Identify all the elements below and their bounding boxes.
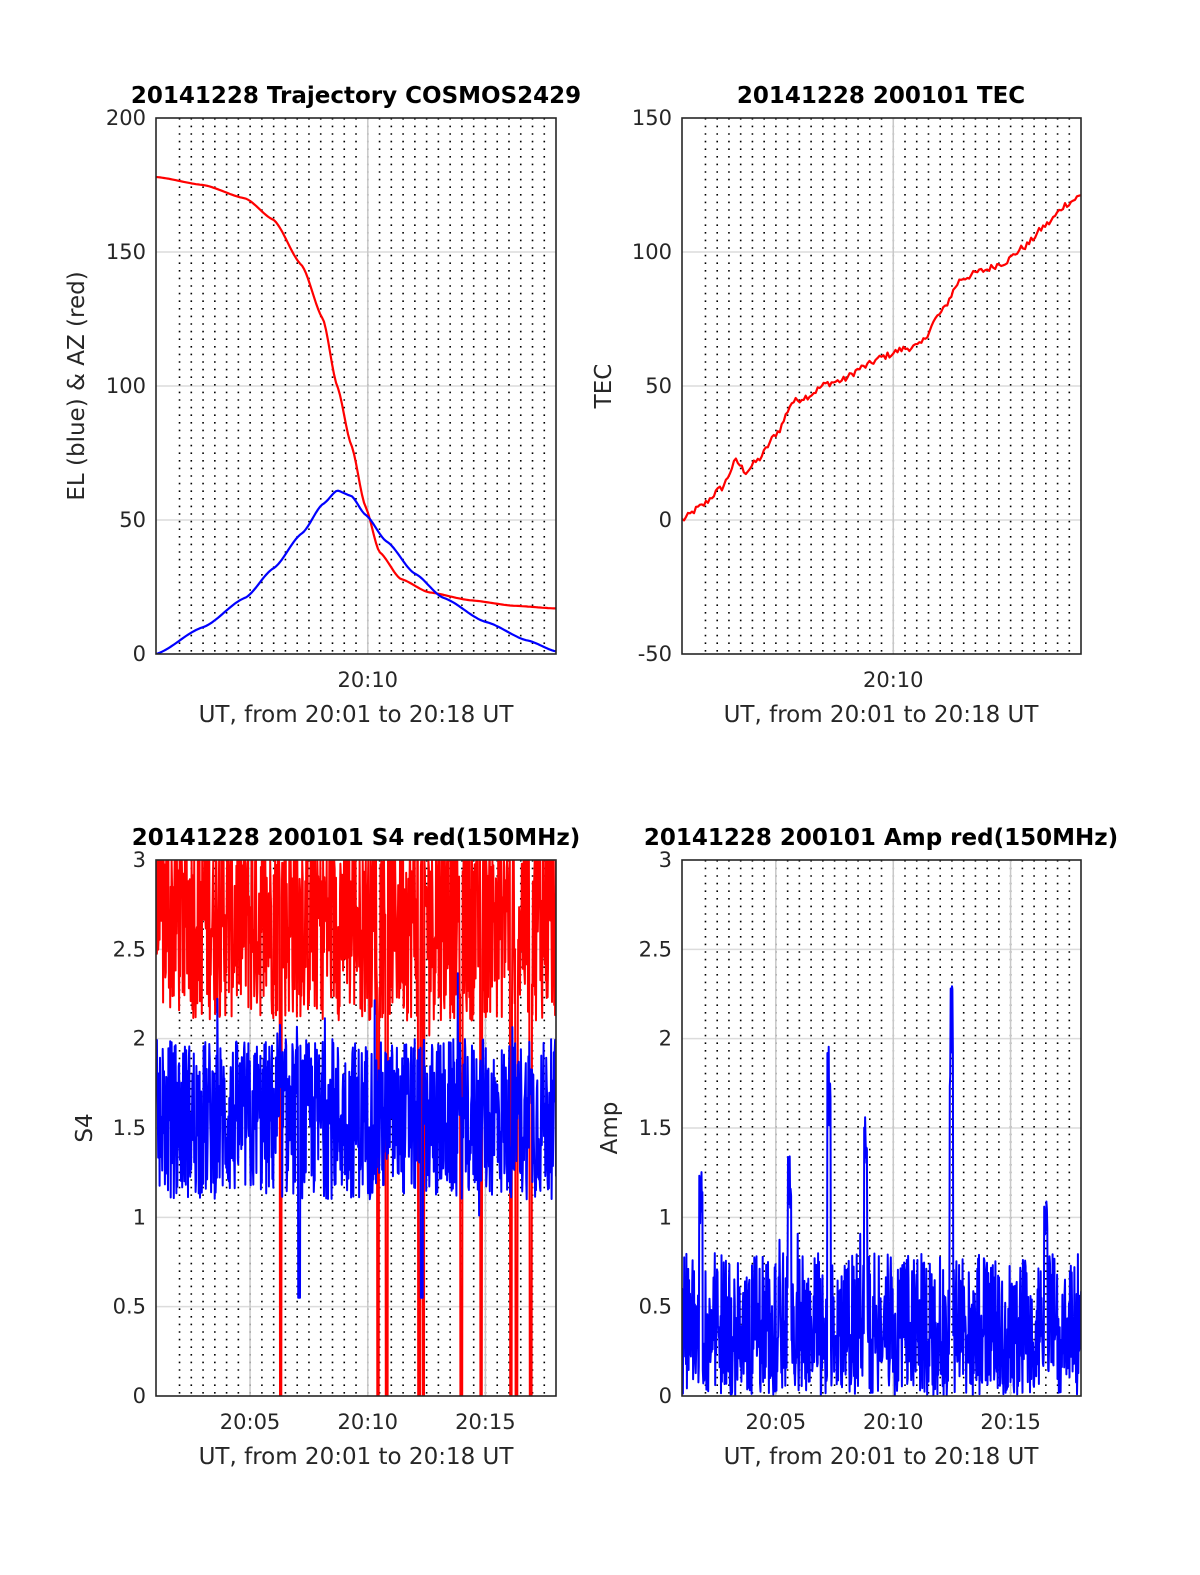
x-axis-label: UT, from 20:01 to 20:18 UT <box>199 1444 515 1470</box>
x-axis-label: UT, from 20:01 to 20:18 UT <box>724 702 1040 728</box>
series-line <box>682 985 1081 1396</box>
axes-box <box>155 117 557 655</box>
panel-title: 20141228 200101 Amp red(150MHz) <box>644 825 1118 851</box>
panel-title: 20141228 200101 S4 red(150MHz) <box>132 825 581 851</box>
y-tick-label: 1 <box>133 1205 146 1229</box>
x-axis-label: UT, from 20:01 to 20:18 UT <box>724 1444 1040 1470</box>
panel-trajectory: 20141228 Trajectory COSMOS2429 UT, from … <box>64 83 581 728</box>
x-tick-label: 20:10 <box>338 1410 399 1434</box>
y-tick-label: 50 <box>119 508 146 532</box>
tick-labels: -50 0 50 100 150 20:10 <box>632 106 924 692</box>
y-tick-label: 1 <box>659 1205 672 1229</box>
panel-amp: 20141228 200101 Amp red(150MHz) UT, from… <box>597 825 1118 1470</box>
y-tick-label: 1.5 <box>113 1116 146 1140</box>
y-tick-label: 100 <box>632 240 672 264</box>
y-tick-label: 1.5 <box>639 1116 672 1140</box>
y-tick-label: 0 <box>659 1384 672 1408</box>
y-axis-label: S4 <box>72 1113 98 1142</box>
y-tick-label: 0 <box>133 1384 146 1408</box>
x-tick-label: 20:10 <box>863 668 924 692</box>
tick-labels: 0 0.5 1 1.5 2 2.5 3 20:05 20:10 20:15 <box>113 848 516 1434</box>
y-tick-label: 2 <box>133 1027 146 1051</box>
x-tick-label: 20:05 <box>746 1410 807 1434</box>
series-line <box>156 860 556 1396</box>
plot-area <box>155 859 557 1397</box>
plot-area <box>681 117 1082 655</box>
y-tick-label: -50 <box>638 642 672 666</box>
y-tick-label: 0.5 <box>639 1295 672 1319</box>
plot-area <box>155 117 557 655</box>
y-axis-label: EL (blue) & AZ (red) <box>64 271 90 500</box>
panel-title: 20141228 Trajectory COSMOS2429 <box>131 83 581 109</box>
y-tick-label: 0 <box>133 642 146 666</box>
y-tick-label: 2.5 <box>639 937 672 961</box>
y-tick-label: 0.5 <box>113 1295 146 1319</box>
x-tick-label: 20:05 <box>220 1410 281 1434</box>
panel-tec: 20141228 200101 TEC UT, from 20:01 to 20… <box>591 83 1082 728</box>
series-line <box>156 972 556 1299</box>
axes-box <box>681 117 1082 655</box>
y-tick-label: 0 <box>659 508 672 532</box>
plot-area <box>681 859 1082 1397</box>
tick-labels: 0 50 100 150 200 20:10 <box>106 106 398 692</box>
panel-s4: 20141228 200101 S4 red(150MHz) UT, from … <box>72 825 580 1470</box>
y-tick-label: 2.5 <box>113 937 146 961</box>
y-axis-label: TEC <box>591 364 617 410</box>
series-line <box>156 175 556 610</box>
y-axis-label: Amp <box>597 1102 623 1155</box>
series-line <box>156 489 556 654</box>
x-tick-label: 20:15 <box>455 1410 516 1434</box>
x-tick-label: 20:15 <box>980 1410 1041 1434</box>
x-tick-label: 20:10 <box>863 1410 924 1434</box>
y-tick-label: 3 <box>659 848 672 872</box>
x-axis-label: UT, from 20:01 to 20:18 UT <box>199 702 515 728</box>
y-tick-label: 50 <box>645 374 672 398</box>
axes-box <box>681 859 1082 1397</box>
y-tick-label: 100 <box>106 374 146 398</box>
y-tick-label: 200 <box>106 106 146 130</box>
series-line <box>682 194 1081 522</box>
tick-labels: 0 0.5 1 1.5 2 2.5 3 20:05 20:10 20:15 <box>639 848 1041 1434</box>
y-tick-label: 150 <box>106 240 146 264</box>
y-tick-label: 150 <box>632 106 672 130</box>
y-tick-label: 2 <box>659 1027 672 1051</box>
x-tick-label: 20:10 <box>338 668 399 692</box>
panel-title: 20141228 200101 TEC <box>737 83 1025 109</box>
y-tick-label: 3 <box>133 848 146 872</box>
axes-box <box>155 859 557 1397</box>
